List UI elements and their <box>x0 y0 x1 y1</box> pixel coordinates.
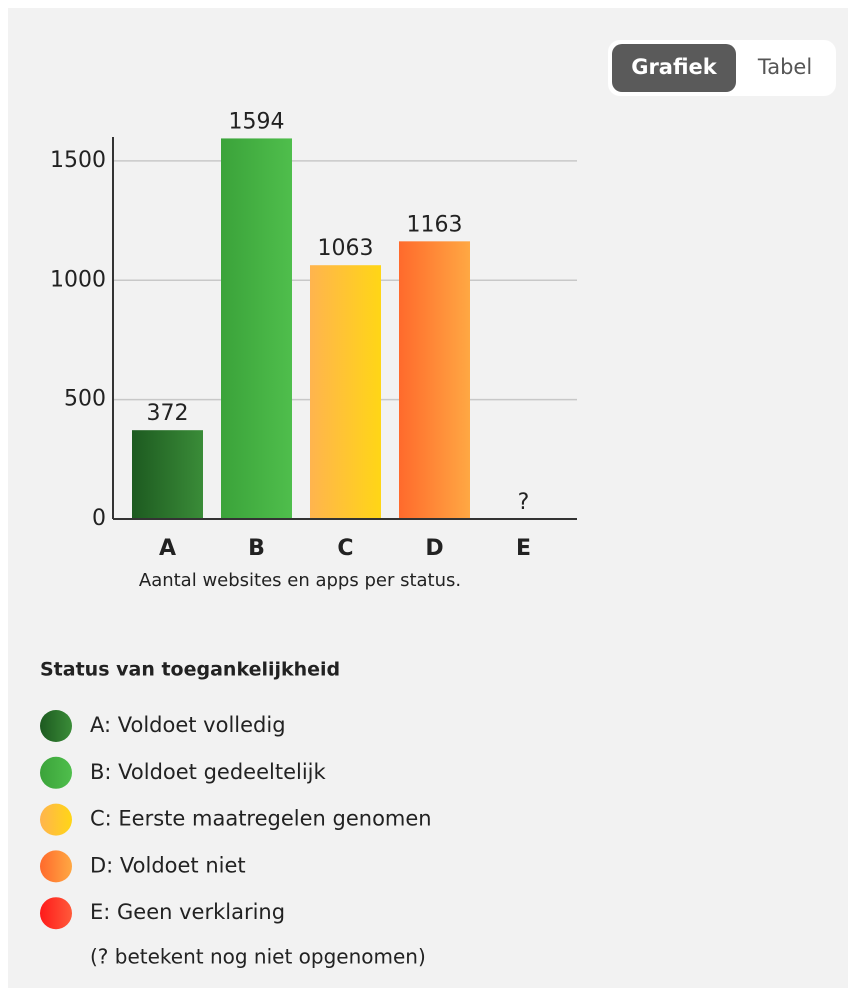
legend-item: A: Voldoet volledig <box>90 713 286 737</box>
legend-note: (? betekent nog niet opgenomen) <box>90 945 426 969</box>
y-tick-label: 500 <box>64 387 106 412</box>
x-tick-label: C <box>337 536 353 561</box>
caption: Aantal websites en apps per status. <box>139 570 461 591</box>
data-label: 372 <box>147 401 189 426</box>
y-tick-label: 0 <box>92 506 106 531</box>
bar <box>221 138 292 519</box>
legend-item: D: Voldoet niet <box>90 853 246 877</box>
toggle-option[interactable]: Tabel <box>757 55 812 79</box>
x-tick-label: A <box>159 536 176 561</box>
bar <box>132 430 203 519</box>
legend-swatch <box>40 803 72 836</box>
legend-title: Status van toegankelijkheid <box>40 659 340 681</box>
legend-item: B: Voldoet gedeeltelijk <box>90 760 326 784</box>
data-label: ? <box>518 490 530 515</box>
x-tick-label: E <box>516 536 531 561</box>
legend-swatch <box>40 756 72 789</box>
data-label: 1163 <box>407 212 463 237</box>
legend-swatch <box>40 897 72 930</box>
bar <box>310 265 381 519</box>
y-tick-label: 1000 <box>50 267 106 292</box>
y-tick-label: 1500 <box>50 148 106 173</box>
toggle-active <box>612 44 736 92</box>
legend-item: C: Eerste maatregelen genomen <box>90 807 432 831</box>
x-tick-label: B <box>248 536 265 561</box>
toggle-option[interactable]: Grafiek <box>631 55 718 79</box>
legend-swatch <box>40 850 72 883</box>
data-label: 1063 <box>318 236 374 261</box>
data-label: 1594 <box>229 109 285 134</box>
bar <box>399 241 470 520</box>
legend-swatch <box>40 710 72 742</box>
x-tick-label: D <box>425 536 443 561</box>
legend-item: E: Geen verklaring <box>90 900 285 924</box>
